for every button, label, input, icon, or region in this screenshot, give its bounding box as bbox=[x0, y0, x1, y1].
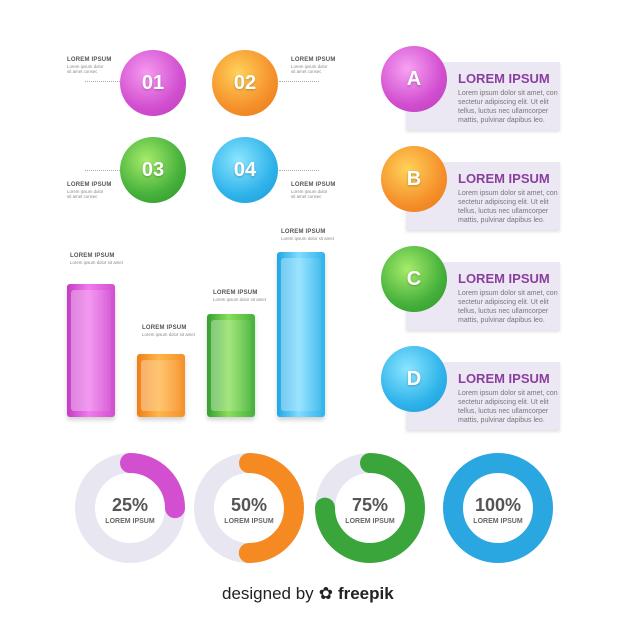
numbered-text-line: sit amet consec bbox=[67, 194, 98, 199]
bar-title: LOREM IPSUM bbox=[213, 290, 258, 296]
card-text-line: Lorem ipsum dolor sit amet, con bbox=[458, 90, 558, 97]
progress-label: LOREM IPSUM bbox=[105, 518, 155, 525]
progress-ring-graphic bbox=[443, 453, 553, 563]
bar-title: LOREM IPSUM bbox=[70, 253, 115, 259]
letter-label: D bbox=[406, 367, 422, 390]
connector-line bbox=[279, 81, 319, 82]
card-text-line: mattis, pulvinar dapibus leo. bbox=[458, 217, 545, 224]
number-label: 04 bbox=[233, 158, 257, 181]
bar-green bbox=[207, 314, 255, 417]
progress-ring-graphic bbox=[194, 453, 304, 563]
card-text-line: tellus, luctus nec ullamcorper bbox=[458, 208, 549, 215]
numbered-title: LOREM IPSUM bbox=[67, 182, 112, 188]
numbered-text-line: sit amet consec bbox=[291, 194, 322, 199]
card-text-line: tellus, luctus nec ullamcorper bbox=[458, 108, 549, 115]
letter-circle-c: C bbox=[381, 246, 447, 312]
card-text: Lorem ipsum dolor sit amet, con sectetur… bbox=[458, 389, 558, 425]
numbered-text-line: sit amet consec bbox=[291, 69, 322, 74]
progress-arc bbox=[315, 453, 425, 563]
bar-orange bbox=[137, 354, 185, 417]
card-text-line: mattis, pulvinar dapibus leo. bbox=[458, 117, 545, 124]
card-text-line: Lorem ipsum dolor sit amet, con bbox=[458, 390, 558, 397]
progress-label: LOREM IPSUM bbox=[473, 518, 523, 525]
numbered-title: LOREM IPSUM bbox=[291, 57, 336, 63]
progress-value: 25% bbox=[111, 495, 149, 515]
card-text-line: Lorem ipsum dolor sit amet, con bbox=[458, 290, 558, 297]
progress-ring: 25% LOREM IPSUM bbox=[74, 452, 186, 564]
card-text-line: mattis, pulvinar dapibus leo. bbox=[458, 317, 545, 324]
card-text-line: Lorem ipsum dolor sit amet, con bbox=[458, 190, 558, 197]
freepik-logo-icon: ✿ bbox=[318, 584, 333, 603]
footer-credit: designed by ✿ freepik bbox=[222, 584, 394, 604]
card-text-line: sectetur adipiscing elit. Ut elit bbox=[458, 99, 549, 106]
bar-text: Lorem ipsum dolor sit amet bbox=[281, 236, 334, 241]
card-text-line: tellus, luctus nec ullamcorper bbox=[458, 308, 549, 315]
connector-line bbox=[279, 170, 319, 171]
bar-text: Lorem ipsum dolor sit amet bbox=[213, 297, 266, 302]
progress-ring: 100% LOREM IPSUM bbox=[442, 452, 554, 564]
progress-value: 100% bbox=[474, 495, 522, 515]
letter-label: C bbox=[406, 267, 422, 290]
letter-circle-b: B bbox=[381, 146, 447, 212]
progress-value: 50% bbox=[230, 495, 268, 515]
card-text-line: mattis, pulvinar dapibus leo. bbox=[458, 417, 545, 424]
letter-label: B bbox=[406, 167, 422, 190]
numbered-text-line: Lorem ipsum dolor bbox=[67, 64, 104, 69]
progress-ring-graphic bbox=[75, 453, 185, 563]
progress-ring: 75% LOREM IPSUM bbox=[314, 452, 426, 564]
numbered-text-line: Lorem ipsum dolor bbox=[291, 64, 328, 69]
letter-circle-a: A bbox=[381, 46, 447, 112]
letter-label: A bbox=[406, 67, 422, 90]
numbered-title: LOREM IPSUM bbox=[67, 57, 112, 63]
card-title: LOREM IPSUM bbox=[458, 371, 550, 386]
bar-title: LOREM IPSUM bbox=[281, 229, 326, 235]
card-text-line: sectetur adipiscing elit. Ut elit bbox=[458, 399, 549, 406]
number-label: 02 bbox=[233, 71, 257, 94]
connector-line bbox=[85, 81, 120, 82]
numbered-title: LOREM IPSUM bbox=[291, 182, 336, 188]
number-circle-04: 04 bbox=[212, 137, 278, 203]
bar-blue bbox=[277, 252, 325, 417]
card-text: Lorem ipsum dolor sit amet, con sectetur… bbox=[458, 289, 558, 325]
card-text: Lorem ipsum dolor sit amet, con sectetur… bbox=[458, 189, 558, 225]
card-text-line: sectetur adipiscing elit. Ut elit bbox=[458, 299, 549, 306]
progress-ring: 50% LOREM IPSUM bbox=[193, 452, 305, 564]
number-circle-01: 01 bbox=[120, 50, 186, 116]
progress-arc bbox=[443, 453, 553, 563]
card-title: LOREM IPSUM bbox=[458, 271, 550, 286]
progress-arc bbox=[194, 453, 304, 563]
card-title: LOREM IPSUM bbox=[458, 71, 550, 86]
number-label: 03 bbox=[141, 158, 165, 181]
number-circle-02: 02 bbox=[212, 50, 278, 116]
footer-prefix: designed by bbox=[222, 584, 314, 603]
number-circle-03: 03 bbox=[120, 137, 186, 203]
bar-text: Lorem ipsum dolor sit amet bbox=[70, 260, 123, 265]
bar-title: LOREM IPSUM bbox=[142, 325, 187, 331]
progress-value: 75% bbox=[351, 495, 389, 515]
card-text: Lorem ipsum dolor sit amet, con sectetur… bbox=[458, 89, 558, 125]
card-text-line: sectetur adipiscing elit. Ut elit bbox=[458, 199, 549, 206]
connector-line bbox=[85, 170, 120, 171]
bar-pink bbox=[67, 284, 115, 417]
progress-label: LOREM IPSUM bbox=[224, 518, 274, 525]
number-label: 01 bbox=[141, 71, 165, 94]
card-text-line: tellus, luctus nec ullamcorper bbox=[458, 408, 549, 415]
letter-circle-d: D bbox=[381, 346, 447, 412]
progress-ring-graphic bbox=[315, 453, 425, 563]
progress-label: LOREM IPSUM bbox=[345, 518, 395, 525]
card-title: LOREM IPSUM bbox=[458, 171, 550, 186]
bar-text: Lorem ipsum dolor sit amet bbox=[142, 332, 195, 337]
numbered-text-line: Lorem ipsum dolor bbox=[67, 189, 104, 194]
numbered-text-line: Lorem ipsum dolor bbox=[291, 189, 328, 194]
footer-brand: freepik bbox=[337, 584, 394, 603]
progress-arc bbox=[75, 453, 185, 563]
numbered-text-line: sit amet consec bbox=[67, 69, 98, 74]
